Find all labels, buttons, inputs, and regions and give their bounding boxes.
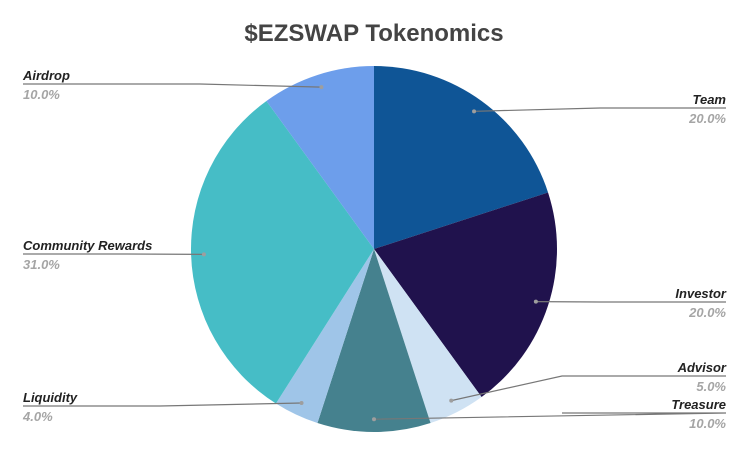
- pie-slice-team: [374, 66, 549, 249]
- label-liquidity: Liquidity: [23, 390, 78, 405]
- label-treasure: Treasure: [671, 397, 726, 412]
- chart-title: $EZSWAP Tokenomics: [244, 20, 504, 47]
- value-liquidity: 4.0%: [23, 409, 53, 424]
- label-airdrop: Airdrop: [23, 68, 70, 83]
- label-advisor: Advisor: [677, 360, 726, 375]
- value-treasure: 10.0%: [689, 416, 726, 431]
- pie-slice-airdrop: [266, 66, 374, 249]
- label-investor: Investor: [675, 286, 726, 301]
- pie-slice-investor: [374, 192, 557, 398]
- value-airdrop: 10.0%: [23, 87, 60, 102]
- value-community-rewards: 31.0%: [23, 257, 60, 272]
- pie-slice-liquidity: [275, 249, 374, 424]
- pie-slice-advisor: [374, 249, 482, 424]
- value-advisor: 5.0%: [696, 379, 726, 394]
- value-investor: 20.0%: [689, 305, 726, 320]
- pie-slice-community-rewards: [190, 100, 374, 404]
- value-team: 20.0%: [689, 111, 726, 126]
- label-community-rewards: Community Rewards: [23, 238, 153, 253]
- label-team: Team: [692, 92, 726, 107]
- pie-slice-treasure: [317, 249, 431, 433]
